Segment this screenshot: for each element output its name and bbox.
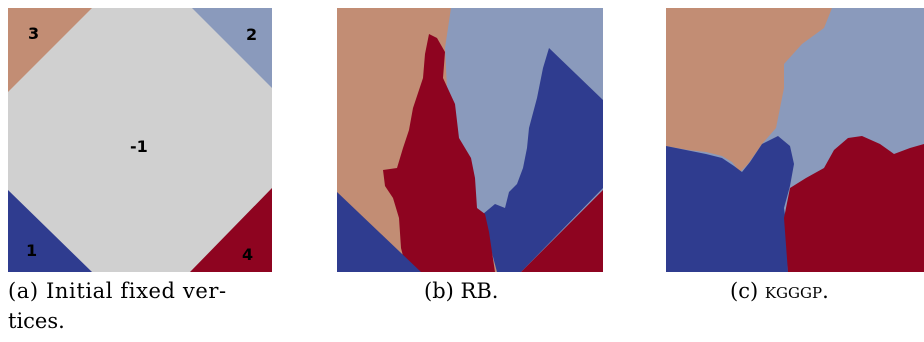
vertex-label-1: 1 (26, 241, 37, 260)
region-darkblue-right (483, 48, 603, 272)
caption-a: (a) Initial fixed ver- tices. (8, 276, 278, 336)
region-tan (666, 8, 832, 172)
region-darkblue-corner (337, 192, 421, 272)
caption-c-method: kgggp (764, 279, 823, 303)
vertex-label-2: 2 (246, 25, 257, 44)
panel-a: 3 2 -1 1 4 (8, 8, 272, 272)
caption-c-suffix: . (822, 279, 829, 303)
region-darkred (383, 34, 495, 272)
region-darkred-corner (521, 190, 603, 272)
caption-c-prefix: (c) (730, 279, 765, 303)
vertex-label-3: 3 (28, 24, 39, 43)
region-3 (8, 8, 92, 92)
panel-b (337, 8, 603, 272)
panel-b-image (337, 8, 603, 272)
panel-a-image: 3 2 -1 1 4 (8, 8, 272, 272)
caption-b: (b) RB. (424, 276, 498, 306)
vertex-label-center: -1 (130, 137, 148, 156)
caption-a-line1: (a) Initial fixed ver- (8, 279, 227, 303)
region-2 (192, 8, 272, 88)
panel-c (666, 8, 924, 272)
caption-b-text: (b) RB. (424, 279, 499, 303)
region-darkblue (666, 136, 794, 272)
panel-c-image (666, 8, 924, 272)
region-unassigned (8, 8, 272, 272)
caption-a-line2: tices. (8, 309, 65, 333)
caption-c: (c) kgggp. (730, 276, 829, 306)
region-darkred (784, 136, 924, 272)
region-1 (8, 190, 92, 272)
region-4 (190, 188, 272, 272)
vertex-label-4: 4 (242, 245, 253, 264)
